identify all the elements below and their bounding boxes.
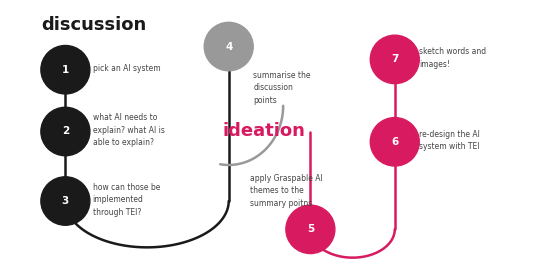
- Ellipse shape: [204, 22, 253, 71]
- Ellipse shape: [41, 107, 90, 156]
- Ellipse shape: [370, 118, 419, 166]
- Text: what AI needs to
explain? what AI is
able to explain?: what AI needs to explain? what AI is abl…: [92, 113, 164, 147]
- Text: 4: 4: [225, 42, 233, 52]
- Text: pick an AI system: pick an AI system: [92, 64, 160, 73]
- Text: ideation: ideation: [223, 123, 306, 140]
- Ellipse shape: [286, 205, 335, 254]
- Text: 6: 6: [391, 137, 398, 147]
- Text: discussion: discussion: [41, 16, 146, 34]
- Ellipse shape: [41, 177, 90, 225]
- Text: sketch words and
images!: sketch words and images!: [419, 47, 486, 69]
- Ellipse shape: [41, 45, 90, 94]
- Text: apply Graspable AI
themes to the
summary poitns: apply Graspable AI themes to the summary…: [250, 174, 323, 208]
- Ellipse shape: [370, 35, 419, 84]
- Text: re-design the AI
system with TEI: re-design the AI system with TEI: [419, 130, 480, 151]
- Text: 1: 1: [62, 65, 69, 75]
- Text: summarise the
discussion
points: summarise the discussion points: [253, 71, 311, 105]
- Text: how can those be
implemented
through TEI?: how can those be implemented through TEI…: [92, 183, 160, 217]
- Text: 7: 7: [391, 54, 398, 64]
- Text: 3: 3: [62, 196, 69, 206]
- Text: 5: 5: [307, 224, 314, 234]
- Text: 2: 2: [62, 127, 69, 136]
